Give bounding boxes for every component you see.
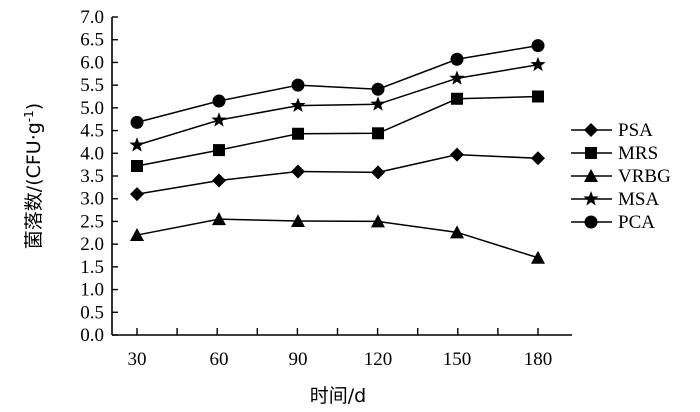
data-point-psa bbox=[531, 151, 545, 166]
data-point-pca bbox=[291, 78, 305, 92]
data-point-mrs bbox=[451, 92, 463, 105]
series-line-psa bbox=[136, 153, 539, 195]
data-point-msa bbox=[290, 97, 306, 113]
data-point-vrbg bbox=[130, 228, 144, 242]
legend-label-vrbg: VRBG bbox=[618, 166, 671, 187]
series-psa bbox=[130, 147, 545, 202]
data-point-psa bbox=[212, 173, 226, 188]
data-point-mrs bbox=[532, 90, 544, 103]
y-tick-label: 1.5 bbox=[80, 257, 104, 278]
y-axis-title-close: ) bbox=[23, 103, 45, 110]
data-point-pca bbox=[531, 39, 545, 53]
series-line-msa bbox=[136, 63, 539, 146]
legend-item-psa: PSA bbox=[571, 120, 653, 141]
data-point-psa bbox=[130, 187, 144, 202]
legend-marker-msa bbox=[583, 191, 599, 206]
data-point-pca bbox=[450, 52, 464, 66]
series-line-mrs bbox=[136, 95, 539, 167]
data-point-pca bbox=[371, 82, 385, 96]
data-point-mrs bbox=[372, 127, 384, 140]
x-tick-label: 30 bbox=[128, 349, 147, 370]
x-tick-label: 150 bbox=[443, 349, 472, 370]
data-point-pca bbox=[212, 94, 226, 108]
data-point-mrs bbox=[213, 144, 225, 157]
y-ticks: 0.00.51.01.52.02.53.03.54.04.55.05.56.06… bbox=[80, 7, 118, 346]
x-tick-label: 120 bbox=[364, 349, 393, 370]
y-tick-label: 5.0 bbox=[80, 98, 104, 119]
series-line-pca bbox=[136, 44, 539, 124]
data-point-pca bbox=[130, 115, 144, 129]
y-tick-label: 3.5 bbox=[80, 166, 104, 187]
data-point-msa bbox=[211, 112, 227, 127]
data-point-mrs bbox=[131, 160, 143, 173]
y-tick-label: 5.5 bbox=[80, 75, 104, 96]
y-tick-label: 3.0 bbox=[80, 189, 104, 210]
y-tick-label: 4.5 bbox=[80, 121, 104, 142]
legend-label-psa: PSA bbox=[618, 120, 653, 141]
y-tick-label: 0.0 bbox=[80, 325, 104, 346]
data-point-vrbg bbox=[291, 213, 305, 227]
series-vrbg bbox=[130, 212, 545, 264]
legend-label-pca: PCA bbox=[618, 212, 655, 233]
x-tick-label: 180 bbox=[524, 349, 553, 370]
data-point-psa bbox=[371, 165, 385, 180]
y-tick-label: 2.5 bbox=[80, 211, 104, 232]
y-tick-label: 7.0 bbox=[80, 7, 104, 28]
y-tick-label: 1.0 bbox=[80, 280, 104, 301]
data-point-msa bbox=[530, 56, 546, 72]
y-axis-title: 菌落数/(CFU·g-1) bbox=[22, 103, 45, 249]
series-pca bbox=[130, 39, 545, 129]
legend-item-vrbg: VRBG bbox=[571, 166, 671, 187]
data-point-psa bbox=[291, 164, 305, 179]
series-mrs bbox=[131, 90, 544, 173]
legend-marker-pca bbox=[584, 215, 598, 229]
legend-marker-psa bbox=[584, 123, 598, 137]
x-tick-label: 60 bbox=[210, 349, 229, 370]
y-tick-label: 4.0 bbox=[80, 143, 104, 164]
legend-item-msa: MSA bbox=[571, 189, 659, 210]
data-point-psa bbox=[450, 147, 464, 162]
legend-label-msa: MSA bbox=[618, 189, 659, 210]
x-axis-title: 时间/d bbox=[310, 385, 366, 407]
y-tick-label: 6.0 bbox=[80, 52, 104, 73]
data-point-msa bbox=[449, 70, 465, 85]
legend-item-pca: PCA bbox=[571, 212, 655, 233]
data-point-vrbg bbox=[212, 212, 226, 226]
series-layer bbox=[129, 39, 546, 264]
y-axis-title-main: 菌落数/(CFU·g bbox=[23, 122, 45, 249]
y-tick-label: 0.5 bbox=[80, 302, 104, 323]
data-point-vrbg bbox=[371, 214, 385, 228]
data-point-mrs bbox=[292, 127, 304, 140]
data-point-vrbg bbox=[450, 225, 464, 239]
y-axis-title-sup: -1 bbox=[22, 110, 36, 122]
data-point-vrbg bbox=[531, 250, 545, 264]
axes bbox=[111, 17, 572, 336]
x-ticks: 30 60 90 120 150 180 bbox=[128, 328, 553, 370]
series-line-vrbg bbox=[136, 218, 539, 259]
legend-marker-mrs bbox=[585, 147, 597, 159]
data-point-msa bbox=[129, 137, 145, 152]
legend-label-mrs: MRS bbox=[618, 143, 658, 164]
y-tick-label: 6.5 bbox=[80, 30, 104, 51]
series-msa bbox=[129, 56, 546, 152]
legend-item-mrs: MRS bbox=[571, 143, 658, 164]
legend-marker-vrbg bbox=[584, 169, 598, 182]
data-point-msa bbox=[370, 96, 386, 111]
y-tick-label: 2.0 bbox=[80, 234, 104, 255]
x-tick-label: 90 bbox=[289, 349, 308, 370]
